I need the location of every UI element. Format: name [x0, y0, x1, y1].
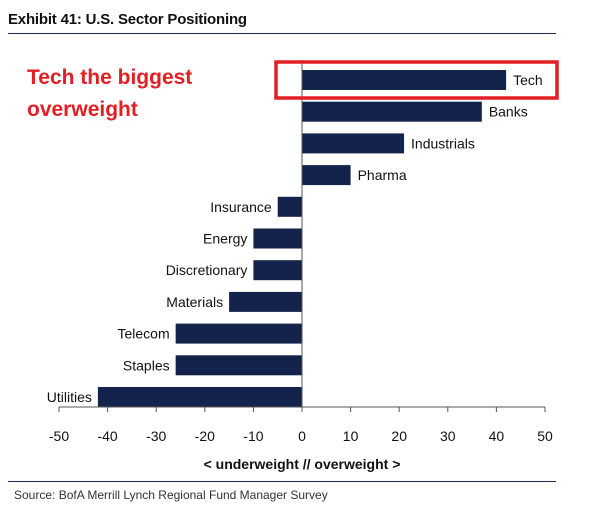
category-label-utilities: Utilities	[47, 389, 92, 405]
title-divider	[8, 33, 556, 34]
x-tick-label: -30	[146, 428, 166, 444]
category-label-staples: Staples	[123, 357, 170, 373]
x-axis-label: < underweight // overweight >	[204, 456, 401, 472]
x-tick-label: -40	[97, 428, 117, 444]
callout-annotation: Tech the biggest overweight	[27, 62, 227, 126]
x-tick-label: -10	[243, 428, 263, 444]
x-axis: -50 -40 -30 -20 -10 0 10 20 30 40 50	[49, 60, 553, 444]
x-tick-label: 50	[537, 428, 553, 444]
x-tick-label: 20	[391, 428, 407, 444]
bar-industrials	[302, 133, 405, 154]
callout-line-2: overweight	[27, 98, 138, 121]
bar-tech	[302, 70, 507, 90]
category-label-discretionary: Discretionary	[166, 262, 248, 278]
bar-pharma	[302, 165, 351, 186]
source-divider	[8, 481, 556, 482]
callout-line-1: Tech the biggest	[27, 66, 193, 89]
x-tick-label: 40	[489, 428, 505, 444]
x-tick-label: -50	[49, 428, 69, 444]
category-label-industrials: Industrials	[411, 135, 475, 151]
bar-banks	[302, 101, 482, 122]
x-tick-label: 30	[440, 428, 456, 444]
category-label-insurance: Insurance	[210, 199, 272, 215]
category-label-telecom: Telecom	[117, 326, 169, 342]
x-tick-label: -20	[195, 428, 215, 444]
bar-energy	[253, 228, 302, 249]
x-tick-label: 10	[343, 428, 359, 444]
bar-telecom	[175, 323, 302, 344]
category-label-pharma: Pharma	[358, 167, 407, 183]
bar-utilities	[97, 387, 302, 407]
bar-insurance	[277, 196, 302, 217]
bars-group	[97, 70, 507, 407]
category-label-energy: Energy	[203, 231, 247, 247]
source-note: Source: BofA Merrill Lynch Regional Fund…	[14, 488, 328, 502]
bar-discretionary	[253, 260, 302, 281]
bar-staples	[175, 355, 302, 376]
category-label-tech: Tech	[513, 72, 543, 88]
category-label-banks: Banks	[489, 104, 528, 120]
x-tick-label: 0	[298, 428, 306, 444]
category-label-materials: Materials	[166, 294, 223, 310]
chart-title: Exhibit 41: U.S. Sector Positioning	[8, 11, 247, 28]
bar-materials	[229, 291, 302, 312]
highlight-box	[274, 60, 559, 100]
